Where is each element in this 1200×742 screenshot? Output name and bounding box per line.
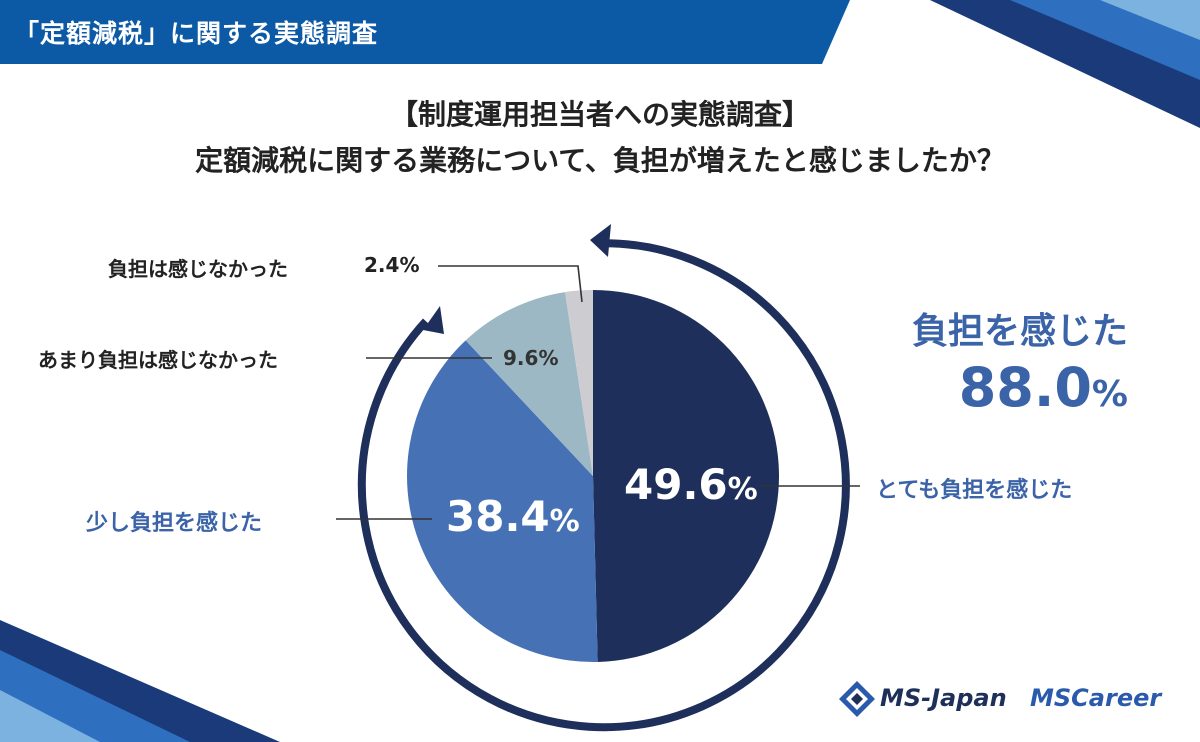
leader-line-not-at-all: [438, 265, 583, 303]
header-banner: [0, 0, 850, 64]
value-not-much: 9.6%: [503, 346, 559, 370]
mscareer-logo: MSCareer: [1030, 684, 1162, 712]
pie-slice-not-much: [465, 292, 593, 476]
pie-slice-very: [593, 289, 780, 662]
headline-line-2: 定額減税に関する業務について、負担が増えたと感じましたか？: [195, 144, 1005, 177]
circular-arrow-head-left: [423, 306, 444, 334]
value-a-little: 38.4%: [446, 492, 580, 541]
headline-line-1: 【制度運用担当者への実態調査】: [389, 98, 810, 131]
bottom-left-decoration: [0, 620, 280, 742]
top-right-decoration: [930, 0, 1200, 128]
header-title: 「定額減税」に関する実態調査: [14, 19, 379, 48]
circular-arrow-head-top: [590, 224, 611, 257]
ms-japan-logo: MS-Japan: [880, 684, 1007, 712]
chart-heading: 【制度運用担当者への実態調査】 定額減税に関する業務について、負担が増えたと感じ…: [0, 92, 1200, 184]
label-a-little: 少し負担を感じた: [86, 511, 263, 536]
value-not-at-all: 2.4%: [364, 253, 420, 277]
pie-slice-not-at-all: [565, 290, 593, 476]
ms-japan-logo-icon: [839, 681, 875, 717]
label-not-much: あまり負担は感じなかった: [38, 348, 278, 372]
label-very: とても負担を感じた: [876, 478, 1073, 503]
summary-label: 負担を感じた: [911, 311, 1128, 352]
pie-slice-a-little: [406, 340, 598, 663]
circular-arrow: [357, 239, 850, 732]
label-not-at-all: 負担は感じなかった: [108, 253, 288, 282]
summary-box: 負担を感じた 88.0%: [912, 308, 1128, 427]
summary-value: 88.0%: [958, 356, 1128, 419]
label-not-at-all-name: 負担は感じなかった: [108, 257, 288, 281]
value-very: 49.6%: [624, 460, 758, 509]
logo-area: MS-Japan MSCareer: [838, 676, 1178, 722]
